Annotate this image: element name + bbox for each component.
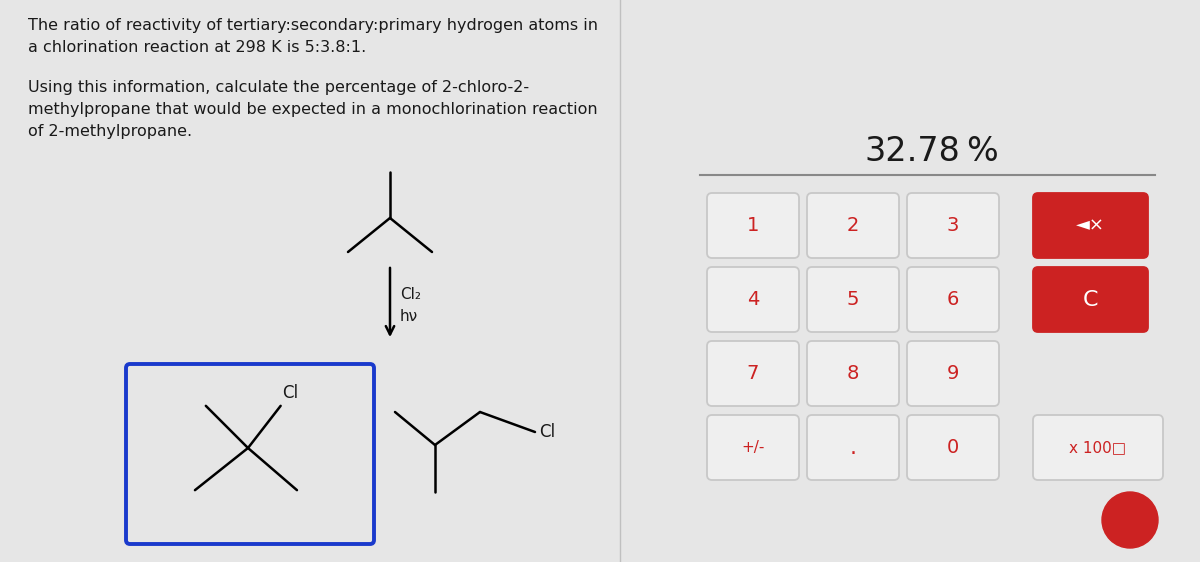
Text: .: . (850, 437, 857, 457)
FancyBboxPatch shape (907, 341, 998, 406)
Text: 8: 8 (847, 364, 859, 383)
FancyBboxPatch shape (707, 341, 799, 406)
Text: 9: 9 (947, 364, 959, 383)
Text: 0: 0 (947, 438, 959, 457)
FancyBboxPatch shape (707, 415, 799, 480)
Text: %: % (966, 135, 997, 168)
Text: methylpropane that would be expected in a monochlorination reaction: methylpropane that would be expected in … (28, 102, 598, 117)
FancyBboxPatch shape (1033, 193, 1148, 258)
FancyBboxPatch shape (707, 193, 799, 258)
Circle shape (1102, 492, 1158, 548)
Text: Cl₂: Cl₂ (400, 287, 421, 302)
Text: +: + (1118, 506, 1141, 534)
FancyBboxPatch shape (1033, 415, 1163, 480)
FancyBboxPatch shape (907, 415, 998, 480)
Text: 2: 2 (847, 216, 859, 235)
FancyBboxPatch shape (808, 415, 899, 480)
FancyBboxPatch shape (1033, 267, 1148, 332)
FancyBboxPatch shape (907, 193, 998, 258)
Text: 7: 7 (746, 364, 760, 383)
Text: 5: 5 (847, 290, 859, 309)
Text: 1: 1 (746, 216, 760, 235)
Text: x 100□: x 100□ (1069, 440, 1127, 455)
Text: 3: 3 (947, 216, 959, 235)
Text: Cl: Cl (539, 423, 556, 441)
FancyBboxPatch shape (808, 193, 899, 258)
Text: of 2-methylpropane.: of 2-methylpropane. (28, 124, 192, 139)
FancyBboxPatch shape (907, 267, 998, 332)
Text: The ratio of reactivity of tertiary:secondary:primary hydrogen atoms in: The ratio of reactivity of tertiary:seco… (28, 18, 598, 33)
Text: C: C (1082, 289, 1098, 310)
Text: 6: 6 (947, 290, 959, 309)
Text: hν: hν (400, 309, 418, 324)
Text: 4: 4 (746, 290, 760, 309)
FancyBboxPatch shape (808, 267, 899, 332)
Text: ◄×: ◄× (1076, 216, 1105, 234)
Text: +/-: +/- (742, 440, 764, 455)
Text: a chlorination reaction at 298 K is 5:3.8:1.: a chlorination reaction at 298 K is 5:3.… (28, 40, 366, 55)
FancyBboxPatch shape (808, 341, 899, 406)
Text: Cl: Cl (282, 384, 298, 402)
FancyBboxPatch shape (707, 267, 799, 332)
Text: Using this information, calculate the percentage of 2-chloro-2-: Using this information, calculate the pe… (28, 80, 529, 95)
Text: 32.78: 32.78 (864, 135, 960, 168)
